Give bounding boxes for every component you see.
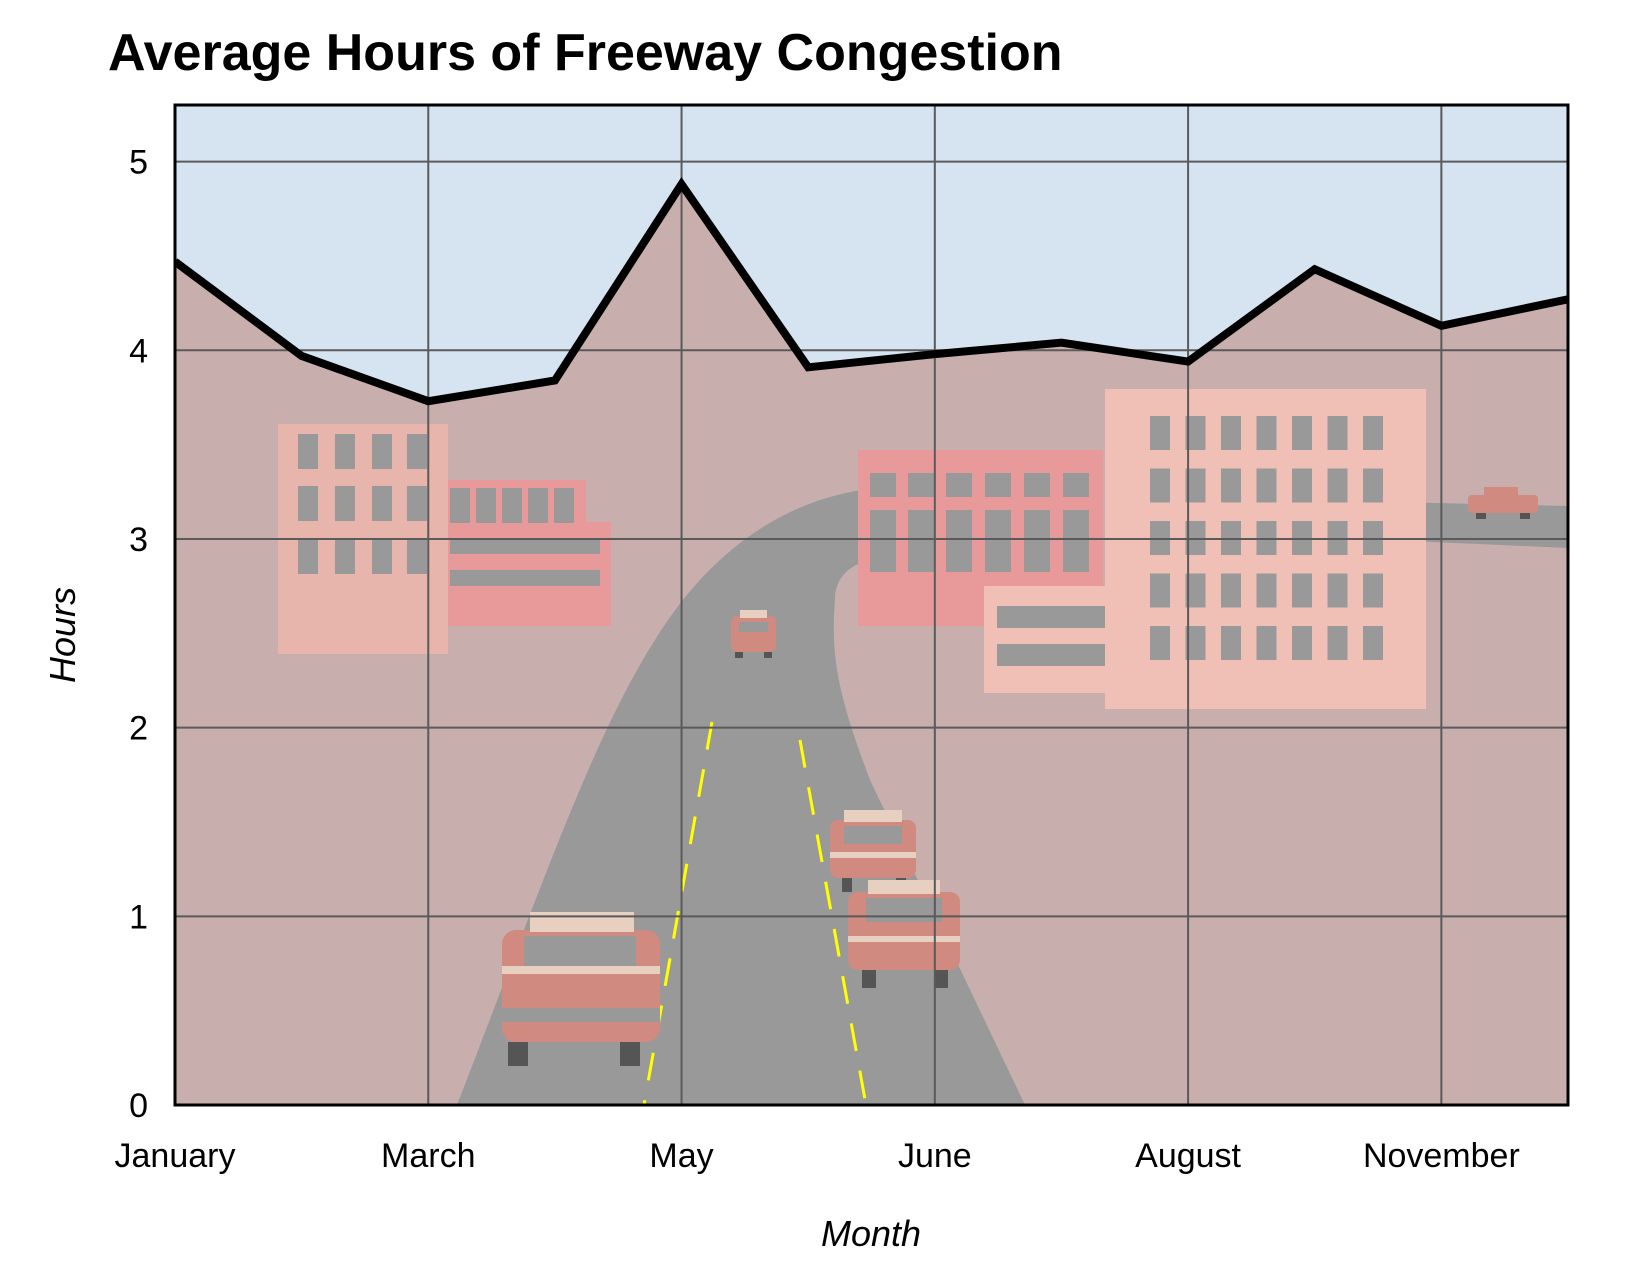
car	[731, 610, 776, 658]
y-tick-label: 3	[129, 521, 148, 559]
window	[1363, 573, 1383, 608]
window	[1256, 468, 1277, 503]
window	[1292, 626, 1312, 660]
y-tick-label: 4	[129, 332, 148, 370]
x-tick-label: June	[898, 1137, 972, 1175]
window	[1363, 416, 1383, 450]
window	[1327, 573, 1348, 608]
window	[1256, 573, 1277, 608]
window	[1185, 573, 1206, 608]
window	[1221, 573, 1241, 608]
window	[1150, 573, 1170, 608]
lane-marking-right	[798, 739, 868, 1105]
window	[1292, 573, 1312, 608]
window	[1221, 626, 1241, 660]
y-tick-label: 2	[129, 710, 148, 748]
window	[1150, 468, 1170, 503]
window	[1221, 416, 1241, 450]
window	[1327, 468, 1348, 503]
x-tick-label: March	[381, 1137, 475, 1175]
car	[830, 810, 916, 892]
y-tick-label: 1	[129, 898, 148, 936]
window	[1185, 416, 1206, 450]
window	[1150, 416, 1170, 450]
window	[1150, 626, 1170, 660]
y-tick-label: 5	[129, 144, 148, 182]
window	[1256, 416, 1277, 450]
y-tick-label: 0	[129, 1087, 148, 1125]
window	[1185, 626, 1206, 660]
x-tick-label: August	[1135, 1137, 1241, 1175]
window	[1327, 626, 1348, 660]
x-axis-label: Month	[821, 1213, 921, 1254]
window	[1256, 626, 1277, 660]
building	[984, 586, 1124, 693]
x-tick-label: November	[1363, 1137, 1520, 1175]
window	[1292, 416, 1312, 450]
series-line	[175, 177, 1568, 406]
car	[848, 880, 960, 988]
window	[1185, 468, 1206, 503]
window	[1292, 468, 1312, 503]
window	[1327, 416, 1348, 450]
y-axis-label: Hours	[42, 587, 83, 683]
window	[1363, 626, 1383, 660]
x-tick-label: May	[649, 1137, 713, 1175]
window	[1363, 468, 1383, 503]
lane-marking-left	[642, 721, 714, 1105]
grid	[175, 105, 1568, 1105]
window	[1221, 468, 1241, 503]
car	[1468, 487, 1538, 519]
chart-title: Average Hours of Freeway Congestion	[108, 24, 1063, 82]
x-tick-label: January	[115, 1137, 236, 1175]
